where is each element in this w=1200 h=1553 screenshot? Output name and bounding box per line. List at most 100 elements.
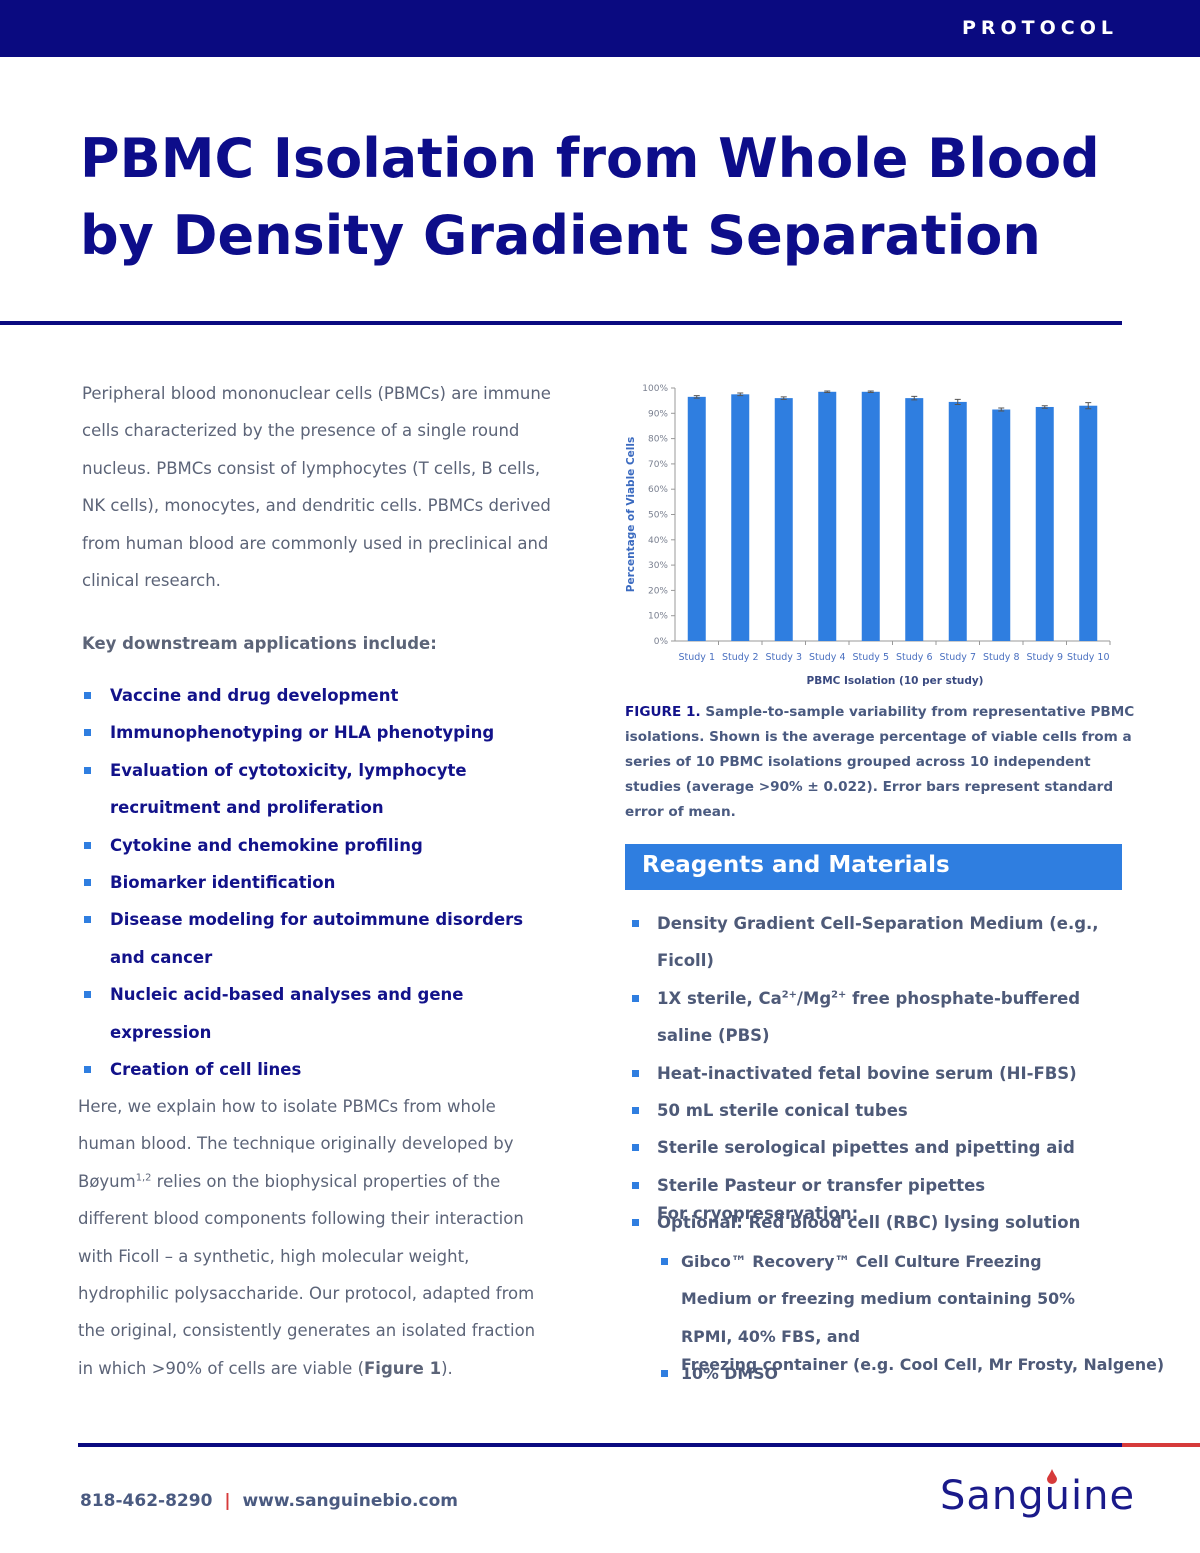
explanation: Here, we explain how to isolate PBMCs fr… (78, 1088, 553, 1387)
section-bar (625, 844, 1122, 890)
error-bar (998, 407, 1005, 412)
list-item: 50 mL sterile conical tubes (632, 1092, 1102, 1129)
error-bar (954, 398, 961, 405)
bullet (661, 1258, 668, 1265)
bar (731, 394, 750, 641)
applications-list: Vaccine and drug development Immunophenot… (82, 677, 552, 1088)
item-text: Vaccine and drug development (110, 686, 399, 705)
caption-text: Sample-to-sample variability from repres… (625, 704, 1135, 820)
bar (992, 409, 1011, 641)
list-item: Evaluation of cytotoxicity, lymphocyte r… (82, 752, 552, 827)
bullet (632, 994, 639, 1002)
bullet (632, 920, 639, 927)
list-item: Biomarker identification (82, 864, 552, 901)
item-text: 50 mL sterile conical tubes (657, 1101, 908, 1121)
text: ). (441, 1358, 453, 1378)
list-item: Immunophenotyping or HLA phenotyping (82, 714, 552, 751)
phone: 818-462-8290 (80, 1491, 213, 1511)
bullet (84, 692, 91, 699)
item-text: Biomarker identification (110, 873, 336, 893)
y-tick-label: 70% (648, 460, 668, 470)
item-text: 1X sterile, Ca (657, 988, 782, 1008)
item-text: Nucleic acid-based analyses and gene exp… (110, 985, 464, 1042)
bar (861, 391, 880, 641)
footer-rule (78, 1443, 1122, 1447)
item-text: free phosphate-buffered saline (PBS) (657, 988, 1081, 1046)
bar (1079, 405, 1098, 641)
text: relies on the biophysical properties of … (78, 1171, 536, 1378)
footer-contact: 818-462-8290 | www.sanguinebio.com (80, 1491, 458, 1511)
bullet (84, 991, 91, 999)
reagents-list: Density Gradient Cell-Separation Medium … (632, 905, 1102, 1242)
error-bar (1041, 405, 1048, 409)
list-item: Optional: Red blood cell (RBC) lysing so… (632, 1204, 1102, 1241)
item-text: Cytokine and chemokine profiling (110, 835, 423, 855)
error-bar (1085, 402, 1092, 410)
superscript: 2+ (781, 989, 797, 1001)
cryo-note: Freezing container (e.g. Cool Cell, Mr F… (681, 1355, 1165, 1374)
x-tick-label: Study 6 (896, 652, 933, 663)
bullet (632, 1181, 639, 1189)
bullet (84, 766, 91, 774)
item-text: 10% DMSO (681, 1364, 778, 1384)
caption-label: FIGURE 1. (625, 704, 701, 720)
list-item: Sterile Pasteur or transfer pipettes (632, 1167, 1102, 1204)
superscript: 2+ (831, 989, 847, 1001)
logo-drop (1047, 1469, 1057, 1484)
error-bar (867, 390, 874, 394)
x-tick-label: Study 9 (1027, 652, 1064, 663)
x-tick-label: Study 7 (940, 652, 977, 663)
error-bar (693, 395, 700, 399)
y-tick-label: 80% (648, 435, 668, 445)
x-tick-label: Study 4 (809, 652, 846, 663)
item-text: Sterile serological pipettes and pipetti… (657, 1138, 1075, 1158)
item-text: Optional: Red blood cell (RBC) lysing so… (657, 1213, 1081, 1233)
y-tick-label: 40% (648, 536, 668, 546)
bar (774, 398, 793, 641)
error-bar (824, 390, 831, 394)
x-tick-label: Study 10 (1067, 652, 1110, 663)
error-bar (737, 392, 744, 397)
bar (905, 398, 924, 641)
applications-heading: Key downstream applications include: (82, 634, 437, 653)
list-item: Nucleic acid-based analyses and gene exp… (82, 976, 552, 1051)
cryo-heading: For cryopreservation: (657, 1204, 859, 1223)
x-tick-label: Study 3 (766, 652, 803, 663)
title-line: by Density Gradient Separation (80, 204, 1041, 267)
y-tick-label: 0% (654, 637, 669, 647)
section-heading: Reagents and Materials (642, 852, 950, 878)
x-tick-label: Study 8 (983, 652, 1020, 663)
header-label: PROTOCOL (961, 17, 1118, 39)
y-tick-label: 60% (648, 485, 668, 495)
item-text: Evaluation of cytotoxicity, lymphocyte r… (110, 760, 467, 818)
item-text: /Mg (796, 988, 832, 1008)
item-text: Gibco™ Recovery™ Cell Culture Freezing M… (681, 1252, 1075, 1346)
header-bar (0, 0, 1200, 57)
bullet (84, 916, 91, 924)
list-item: Cytokine and chemokine profiling (82, 827, 552, 864)
bar (948, 401, 967, 641)
bullet (84, 841, 91, 849)
bar (1035, 406, 1054, 641)
error-bar (911, 395, 918, 401)
x-tick-label: Study 2 (722, 652, 759, 663)
list-item: Vaccine and drug development (82, 677, 552, 714)
bullet (84, 879, 91, 887)
item-text: Heat-inactivated fetal bovine serum (HI-… (657, 1063, 1077, 1083)
superscript: 1,2 (135, 1172, 152, 1184)
list-item: Creation of cell lines (82, 1051, 552, 1088)
chart: 0% 10% 20% 30% 40% 50% 60% 70% 80% 90% 100% Study 1… (625, 384, 1111, 687)
list-item: Gibco™ Recovery™ Cell Culture Freezing M… (661, 1243, 1111, 1355)
rule (0, 321, 1122, 325)
bullet (632, 1107, 639, 1115)
list-item: Disease modeling for autoimmune disorder… (82, 901, 552, 976)
text: Here, we explain how to isolate PBMCs fr… (78, 1097, 514, 1191)
website[interactable]: www.sanguinebio.com (242, 1491, 458, 1511)
bullet (632, 1144, 639, 1152)
bullet (632, 1219, 639, 1227)
y-tick-label: 30% (648, 561, 668, 571)
y-tick-label: 90% (648, 409, 668, 419)
list-item: Heat-inactivated fetal bovine serum (HI-… (632, 1055, 1102, 1092)
title: PBMC Isolation from Whole Blood by Densi… (80, 120, 1100, 274)
